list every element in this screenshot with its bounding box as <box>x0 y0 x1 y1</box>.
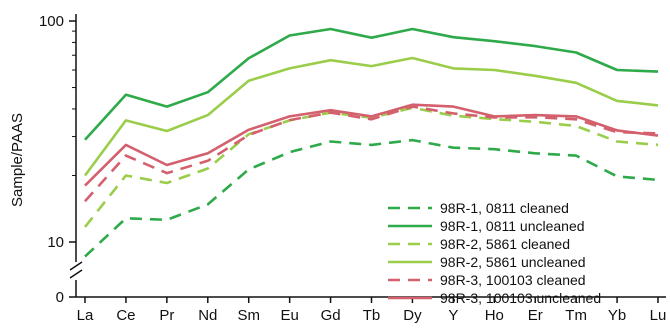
legend-label-4: 98R-3, 100103 cleaned <box>440 272 586 288</box>
x-tick-label: Eu <box>280 307 298 324</box>
series-line-2 <box>83 106 659 228</box>
x-tick-label: Sm <box>237 307 260 324</box>
y-axis-break-mark <box>69 261 83 271</box>
y-axis-break-mark <box>69 269 83 279</box>
legend-label-3: 98R-2, 5861 uncleaned <box>440 254 586 270</box>
x-tick-label: Ho <box>485 307 504 324</box>
x-tick-label: Er <box>528 307 543 324</box>
x-tick-label: La <box>77 307 94 324</box>
x-tick-label: Lu <box>650 307 667 324</box>
x-tick-label: Tb <box>363 307 381 324</box>
x-tick-label: Y <box>448 307 458 324</box>
x-tick-label: Ce <box>116 307 135 324</box>
x-tick-label: Tm <box>565 307 587 324</box>
series-line-4 <box>84 105 659 203</box>
x-tick-label: Nd <box>198 307 217 324</box>
legend-label-0: 98R-1, 0811 cleaned <box>440 200 569 216</box>
series-line-1 <box>84 27 659 141</box>
series-line-3 <box>83 56 659 177</box>
y-axis-label: Sample/PAAS <box>9 113 26 207</box>
legend-label-2: 98R-2, 5861 cleaned <box>440 236 570 252</box>
y-tick-label: 10 <box>47 234 64 251</box>
x-tick-label: Yb <box>608 307 626 324</box>
series-line-5 <box>84 103 659 187</box>
x-tick-label: Dy <box>403 307 422 324</box>
x-tick-label: Pr <box>159 307 174 324</box>
x-tick-label: Gd <box>321 307 341 324</box>
series-layer <box>83 27 659 258</box>
legend-label-5: 98R-3, 100103 uncleaned <box>440 290 601 306</box>
legend: 98R-1, 0811 cleaned 98R-1, 0811 uncleaned… <box>388 200 601 306</box>
y-tick-label-zero: 0 <box>56 289 64 306</box>
series-line-0 <box>84 138 659 258</box>
y-tick-label: 100 <box>39 13 64 30</box>
legend-label-1: 98R-1, 0811 uncleaned <box>440 218 585 234</box>
